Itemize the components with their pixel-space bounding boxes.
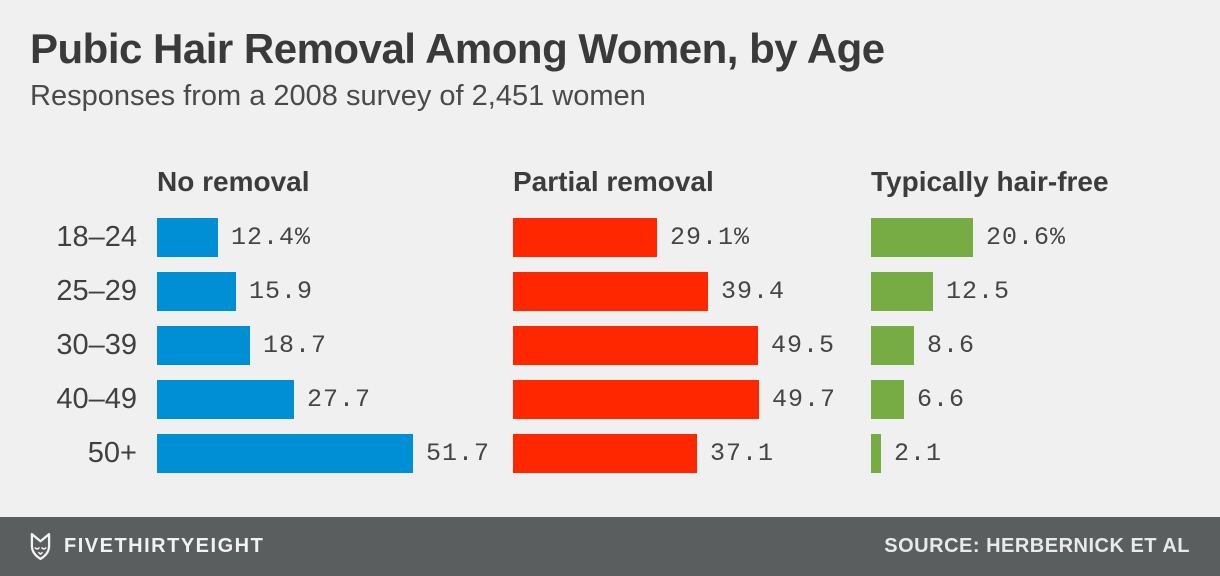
bar-no-removal bbox=[157, 325, 250, 365]
value-label: 18.7 bbox=[263, 330, 328, 360]
panel-cell-typically-hair-free: 20.6% bbox=[871, 217, 1190, 257]
value-label: 2.1 bbox=[894, 438, 943, 468]
column-header-no-removal: No removal bbox=[157, 165, 310, 197]
panel-cell-partial-removal: 29.1% bbox=[513, 217, 871, 257]
fivethirtyeight-fox-logo-icon bbox=[30, 532, 51, 561]
bar-typically-hair-free bbox=[871, 433, 881, 473]
panel-cell-no-removal: 51.7 bbox=[157, 433, 513, 473]
panel-cell-typically-hair-free: 2.1 bbox=[871, 433, 1190, 473]
bar-partial-removal bbox=[513, 433, 697, 473]
age-label: 50+ bbox=[87, 436, 137, 469]
panel-cell-typically-hair-free: 12.5 bbox=[871, 271, 1190, 311]
footer-bar: FIVETHIRTYEIGHT SOURCE: HERBERNICK ET AL bbox=[0, 517, 1220, 576]
bar-typically-hair-free bbox=[871, 325, 914, 365]
bar-no-removal bbox=[157, 379, 294, 419]
panel-cell-partial-removal: 49.5 bbox=[513, 325, 871, 365]
bar-typically-hair-free bbox=[871, 379, 904, 419]
column-headers-row: No removal Partial removal Typically hair-… bbox=[30, 166, 1190, 198]
age-label: 40–49 bbox=[56, 382, 137, 415]
panel-cell-partial-removal: 39.4 bbox=[513, 271, 871, 311]
brand-wordmark: FIVETHIRTYEIGHT bbox=[64, 535, 265, 557]
bar-partial-removal bbox=[513, 379, 759, 419]
panel-cell-typically-hair-free: 8.6 bbox=[871, 325, 1190, 365]
bar-typically-hair-free bbox=[871, 217, 973, 257]
panel-cell-typically-hair-free: 6.6 bbox=[871, 379, 1190, 419]
panel-cell-no-removal: 18.7 bbox=[157, 325, 513, 365]
page-subtitle: Responses from a 2008 survey of 2,451 wo… bbox=[30, 80, 646, 113]
panel-cell-partial-removal: 49.7 bbox=[513, 379, 871, 419]
chart-row-40-49: 40–49 27.7 49.7 6.6 bbox=[30, 379, 1190, 419]
value-label: 29.1% bbox=[670, 222, 751, 252]
age-label: 18–24 bbox=[56, 220, 137, 253]
chart-page: Pubic Hair Removal Among Women, by Age R… bbox=[30, 25, 1190, 473]
grouped-bar-chart: No removal Partial removal Typically hair-… bbox=[30, 166, 1190, 473]
bar-partial-removal bbox=[513, 271, 708, 311]
chart-row-30-39: 30–39 18.7 49.5 8.6 bbox=[30, 325, 1190, 365]
value-label: 15.9 bbox=[249, 276, 314, 306]
brand-block: FIVETHIRTYEIGHT bbox=[30, 532, 264, 561]
column-header-typically-hair-free: Typically hair-free bbox=[871, 165, 1109, 197]
bar-partial-removal bbox=[513, 217, 657, 257]
panel-cell-partial-removal: 37.1 bbox=[513, 433, 871, 473]
source-credit: SOURCE: HERBERNICK ET AL bbox=[884, 535, 1190, 557]
bar-partial-removal bbox=[513, 325, 758, 365]
value-label: 8.6 bbox=[927, 330, 976, 360]
value-label: 51.7 bbox=[426, 438, 491, 468]
age-label: 25–29 bbox=[56, 274, 137, 307]
age-label: 30–39 bbox=[56, 328, 137, 361]
bar-no-removal bbox=[157, 271, 236, 311]
chart-row-18-24: 18–24 12.4% 29.1% 20.6% bbox=[30, 217, 1190, 257]
page-title: Pubic Hair Removal Among Women, by Age bbox=[30, 25, 885, 72]
value-label: 27.7 bbox=[307, 384, 372, 414]
panel-cell-no-removal: 12.4% bbox=[157, 217, 513, 257]
value-label: 20.6% bbox=[986, 222, 1067, 252]
chart-row-25-29: 25–29 15.9 39.4 12.5 bbox=[30, 271, 1190, 311]
bar-typically-hair-free bbox=[871, 271, 933, 311]
value-label: 12.5 bbox=[946, 276, 1011, 306]
bar-no-removal bbox=[157, 433, 413, 473]
value-label: 49.7 bbox=[772, 384, 837, 414]
value-label: 12.4% bbox=[231, 222, 312, 252]
value-label: 49.5 bbox=[771, 330, 836, 360]
panel-cell-no-removal: 27.7 bbox=[157, 379, 513, 419]
chart-row-50: 50+ 51.7 37.1 2.1 bbox=[30, 433, 1190, 473]
column-header-partial-removal: Partial removal bbox=[513, 165, 714, 197]
value-label: 39.4 bbox=[721, 276, 786, 306]
bar-no-removal bbox=[157, 217, 218, 257]
value-label: 37.1 bbox=[710, 438, 775, 468]
value-label: 6.6 bbox=[917, 384, 966, 414]
panel-cell-no-removal: 15.9 bbox=[157, 271, 513, 311]
